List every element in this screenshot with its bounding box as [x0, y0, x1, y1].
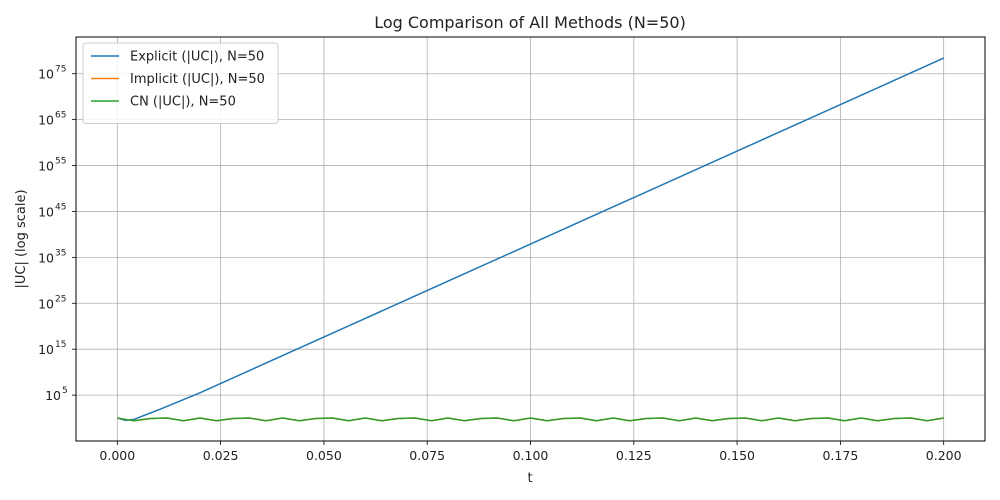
- y-tick-label: 10 55: [38, 157, 66, 174]
- y-tick-base: 10: [45, 388, 61, 403]
- legend-label: Implicit (|UC|), N=50: [130, 72, 265, 87]
- series-layer: [117, 57, 944, 422]
- y-tick-exponent: 55: [55, 157, 66, 167]
- y-tick-exponent: 45: [55, 202, 66, 212]
- x-tick-label: 0.050: [306, 448, 342, 463]
- legend: Explicit (|UC|), N=50 Implicit (|UC|), N=…: [82, 42, 279, 124]
- x-axis-label: t: [527, 471, 532, 486]
- y-tick-base: 10: [38, 250, 54, 265]
- x-tick-label: 0.075: [409, 448, 445, 463]
- y-tick-exponent: 15: [55, 340, 66, 350]
- x-tick-label: 0.100: [513, 448, 549, 463]
- x-tick-label: 0.200: [926, 448, 962, 463]
- x-axis: 0.000 0.025 0.050 0.075 0.100 0.125 0.150 0.175…: [99, 441, 962, 463]
- legend-label: CN (|UC|), N=50: [130, 95, 236, 110]
- legend-box: [82, 42, 279, 124]
- y-tick-base: 10: [38, 296, 54, 311]
- y-tick-base: 10: [38, 67, 54, 82]
- x-tick-label: 0.175: [822, 448, 858, 463]
- y-tick-label: 10 65: [38, 111, 66, 128]
- y-tick-label: 10 75: [38, 65, 66, 82]
- y-tick-exponent: 75: [55, 65, 66, 75]
- y-tick-exponent: 65: [55, 111, 66, 121]
- y-tick-label: 10 25: [38, 294, 66, 311]
- chart-title: Log Comparison of All Methods (N=50): [374, 13, 686, 32]
- y-tick-base: 10: [38, 113, 54, 128]
- y-tick-exponent: 35: [55, 248, 66, 258]
- series-line-0: [117, 57, 944, 422]
- y-axis-label: |UC| (log scale): [14, 189, 29, 288]
- y-tick-label: 10 5: [45, 386, 68, 403]
- y-tick-base: 10: [38, 159, 54, 174]
- y-tick-base: 10: [38, 204, 54, 219]
- x-tick-label: 0.000: [99, 448, 135, 463]
- x-tick-label: 0.150: [719, 448, 755, 463]
- legend-label: Explicit (|UC|), N=50: [130, 50, 264, 65]
- y-tick-label: 10 15: [38, 340, 66, 357]
- x-tick-label: 0.125: [616, 448, 652, 463]
- x-tick-label: 0.025: [203, 448, 239, 463]
- y-tick-exponent: 25: [55, 294, 66, 304]
- series-line-2: [117, 417, 944, 422]
- y-tick-label: 10 45: [38, 202, 66, 219]
- y-tick-base: 10: [38, 342, 54, 357]
- y-tick-exponent: 5: [62, 386, 68, 396]
- y-tick-label: 10 35: [38, 248, 66, 265]
